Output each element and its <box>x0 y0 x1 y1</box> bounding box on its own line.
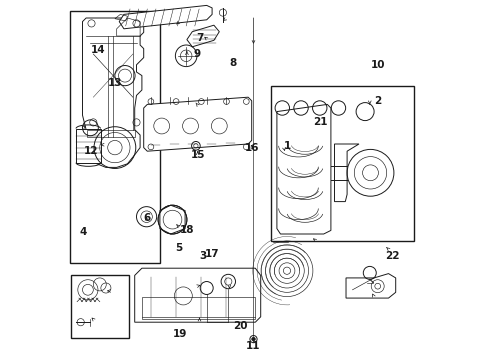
Text: 5: 5 <box>175 243 182 253</box>
Bar <box>271 86 413 241</box>
Text: 2: 2 <box>373 96 381 106</box>
Text: 4: 4 <box>80 227 87 237</box>
Circle shape <box>251 337 255 341</box>
Polygon shape <box>119 5 212 29</box>
Polygon shape <box>160 205 185 234</box>
Text: 1: 1 <box>284 141 291 151</box>
Bar <box>76 129 101 163</box>
Polygon shape <box>334 144 358 202</box>
Text: 17: 17 <box>204 249 219 259</box>
Polygon shape <box>143 97 251 151</box>
Polygon shape <box>186 25 219 47</box>
Polygon shape <box>346 274 395 298</box>
Text: 7: 7 <box>195 33 203 43</box>
Text: 20: 20 <box>232 321 247 331</box>
Text: 19: 19 <box>172 329 186 339</box>
Text: 9: 9 <box>193 49 200 59</box>
Text: 16: 16 <box>244 143 259 153</box>
Text: 8: 8 <box>229 58 236 68</box>
Text: 12: 12 <box>84 146 99 156</box>
Polygon shape <box>82 18 143 167</box>
Text: 6: 6 <box>142 213 150 223</box>
Text: 18: 18 <box>179 225 194 235</box>
Text: 10: 10 <box>370 60 384 70</box>
Text: 14: 14 <box>90 45 105 55</box>
Text: 22: 22 <box>384 251 399 261</box>
Text: 15: 15 <box>190 150 204 160</box>
Bar <box>71 275 129 338</box>
Polygon shape <box>276 104 330 234</box>
Text: 3: 3 <box>199 251 206 261</box>
Polygon shape <box>134 268 260 322</box>
Text: 13: 13 <box>107 78 122 88</box>
Bar <box>70 11 160 263</box>
Text: 11: 11 <box>246 341 260 351</box>
Text: 21: 21 <box>312 117 326 127</box>
